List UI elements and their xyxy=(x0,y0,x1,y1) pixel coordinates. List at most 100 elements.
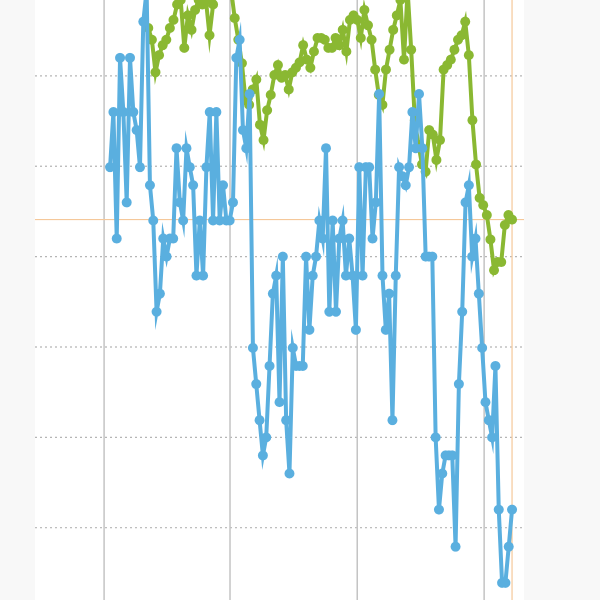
data-point xyxy=(364,162,375,173)
data-point xyxy=(244,88,255,99)
data-point xyxy=(357,270,368,281)
data-point xyxy=(204,30,215,41)
data-point xyxy=(370,64,381,75)
data-point xyxy=(395,0,406,5)
data-point xyxy=(198,270,209,281)
data-point xyxy=(463,180,474,191)
data-point xyxy=(115,52,126,63)
data-point xyxy=(182,10,193,21)
data-point xyxy=(301,251,312,262)
data-point xyxy=(500,577,511,588)
data-point xyxy=(161,251,172,262)
data-point xyxy=(359,4,370,15)
data-point xyxy=(264,360,275,371)
data-point xyxy=(271,270,282,281)
data-point xyxy=(477,342,488,353)
data-point xyxy=(161,34,172,45)
data-point xyxy=(487,432,498,443)
data-point xyxy=(265,89,276,100)
data-point xyxy=(301,54,312,65)
data-point xyxy=(305,62,316,73)
plot-area xyxy=(35,0,524,600)
data-point xyxy=(208,0,219,10)
data-point xyxy=(307,270,318,281)
data-point xyxy=(374,88,385,99)
data-point xyxy=(258,135,269,146)
data-point xyxy=(138,16,149,27)
data-point xyxy=(211,107,222,118)
data-point xyxy=(118,107,129,118)
data-point xyxy=(478,200,489,211)
data-point xyxy=(251,74,262,85)
data-point xyxy=(218,180,229,191)
data-point xyxy=(154,50,165,61)
data-point xyxy=(400,180,411,191)
data-point xyxy=(121,197,132,208)
data-point xyxy=(131,125,142,136)
data-point xyxy=(151,306,162,317)
data-point xyxy=(319,34,330,45)
data-point xyxy=(327,215,338,226)
data-point xyxy=(298,40,309,51)
data-point xyxy=(350,324,361,335)
data-point xyxy=(144,180,155,191)
data-point xyxy=(388,24,399,35)
data-point xyxy=(427,251,438,262)
data-point xyxy=(148,215,159,226)
data-point xyxy=(377,270,388,281)
data-point xyxy=(481,210,492,221)
data-point xyxy=(321,143,332,154)
data-point xyxy=(404,162,415,173)
data-point xyxy=(314,215,325,226)
data-point xyxy=(308,46,319,57)
data-point xyxy=(431,154,442,165)
data-point xyxy=(190,4,201,15)
data-point xyxy=(387,415,398,426)
data-point xyxy=(370,197,381,208)
data-point xyxy=(262,105,273,116)
data-point xyxy=(470,233,481,244)
data-point xyxy=(224,215,235,226)
data-point xyxy=(330,306,341,317)
data-point xyxy=(437,468,448,479)
data-point xyxy=(251,379,262,390)
data-point xyxy=(463,50,474,61)
data-point xyxy=(341,46,352,57)
data-point xyxy=(281,415,292,426)
data-point xyxy=(311,251,322,262)
data-point xyxy=(414,88,425,99)
data-point xyxy=(125,52,136,63)
data-point xyxy=(406,44,417,55)
data-point xyxy=(391,10,402,21)
data-point xyxy=(164,23,175,34)
data-point xyxy=(334,40,345,51)
data-point xyxy=(384,44,395,55)
data-point xyxy=(380,64,391,75)
data-point xyxy=(261,432,272,443)
data-point xyxy=(352,14,363,25)
data-point xyxy=(267,288,278,299)
data-point xyxy=(188,180,199,191)
data-point xyxy=(449,44,460,55)
data-point xyxy=(435,135,446,146)
data-point xyxy=(499,220,510,230)
data-point xyxy=(473,288,484,299)
data-point xyxy=(485,234,496,245)
data-point xyxy=(366,34,377,45)
data-point xyxy=(445,54,456,65)
data-point xyxy=(407,107,418,118)
data-point xyxy=(168,233,179,244)
data-point xyxy=(111,233,122,244)
data-point xyxy=(241,143,252,154)
data-point xyxy=(390,270,401,281)
data-point xyxy=(347,270,358,281)
data-point xyxy=(507,504,518,515)
data-point xyxy=(430,432,441,443)
data-point xyxy=(380,324,391,335)
data-point xyxy=(105,162,116,173)
data-point xyxy=(171,143,182,154)
data-point xyxy=(433,504,444,515)
data-point xyxy=(178,215,189,226)
data-point xyxy=(175,0,186,5)
data-point xyxy=(247,342,258,353)
